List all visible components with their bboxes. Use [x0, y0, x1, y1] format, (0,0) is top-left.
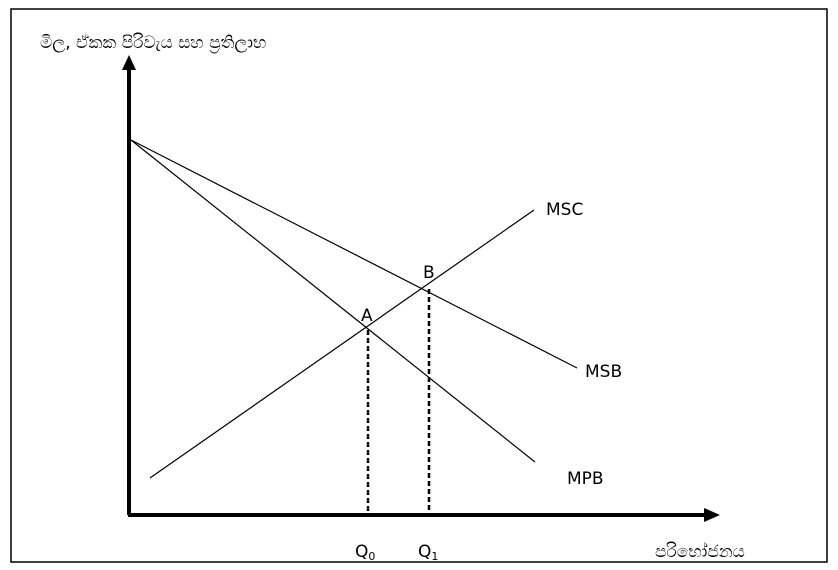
q1-label: Q1 [418, 542, 438, 563]
x-axis-label: පරිභෝජනය [655, 542, 745, 562]
q0-main: Q [355, 542, 368, 562]
y-axis-label: මිල, ඒකක පිරිවැය සහ ප්‍රතිලාභ [40, 33, 266, 53]
figure-frame [10, 8, 828, 563]
point-b-label: B [423, 263, 435, 283]
msb-label: MSB [585, 362, 622, 382]
q0-label: Q0 [355, 542, 375, 563]
y-axis-arrow [122, 55, 136, 70]
msc-curve [149, 209, 535, 479]
q0-subscript: 0 [368, 550, 375, 563]
q1-subscript: 1 [431, 550, 438, 563]
msc-label: MSC [546, 200, 583, 220]
q1-main: Q [418, 542, 431, 562]
point-a-label: A [361, 306, 373, 326]
msb-curve [130, 139, 578, 369]
x-axis-arrow [704, 508, 720, 522]
mpb-label: MPB [567, 469, 604, 489]
mpb-curve [130, 139, 536, 463]
